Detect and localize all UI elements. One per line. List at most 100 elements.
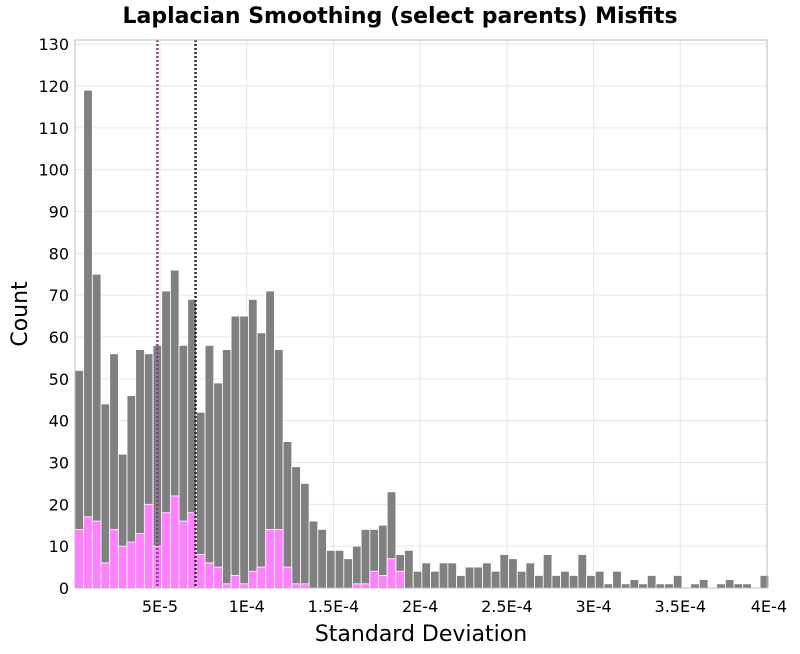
bar-gray — [534, 575, 544, 589]
y-axis-label: Count — [8, 281, 33, 347]
bar-gray — [308, 520, 319, 589]
x-tick-label: 3.5E-4 — [655, 597, 707, 616]
bar-pink — [248, 570, 258, 589]
plot-frame — [74, 39, 768, 589]
bar-pink — [230, 575, 241, 589]
bar-gray — [213, 382, 223, 589]
bar-gray — [421, 562, 431, 589]
x-tick-label: 2.5E-4 — [481, 597, 533, 616]
bar-pink — [109, 529, 119, 589]
bar-pink — [169, 495, 180, 589]
bar-pink — [265, 529, 275, 589]
bar-gray — [464, 566, 475, 589]
y-tick-label: 120 — [38, 77, 69, 96]
y-tick-label: 0 — [59, 579, 69, 598]
bar-gray — [629, 579, 640, 589]
bar-gray — [620, 583, 631, 589]
bar-gray — [586, 575, 596, 589]
y-tick-label: 10 — [49, 537, 69, 556]
bar-gray — [239, 315, 249, 589]
y-tick-label: 20 — [49, 495, 69, 514]
bar-gray — [551, 575, 562, 589]
y-axis-ticks: 0 10 20 30 40 50 60 70 80 90 100 110 120 130 — [38, 35, 69, 598]
bar-gray — [646, 575, 657, 589]
bar-pink — [282, 566, 293, 589]
bar-gray — [430, 570, 440, 589]
bar-pink — [291, 583, 301, 589]
bars-pink-series — [74, 495, 405, 589]
bar-gray — [698, 579, 709, 589]
x-tick-label: 5E-5 — [142, 597, 178, 616]
bar-pink — [161, 512, 171, 589]
bar-gray — [360, 529, 371, 589]
bar-gray — [230, 315, 241, 589]
y-tick-label: 110 — [38, 119, 69, 138]
bar-gray — [733, 583, 744, 589]
bar-pink — [178, 520, 189, 589]
bar-gray — [334, 549, 345, 589]
bar-gray — [516, 570, 527, 589]
bar-gray — [655, 583, 666, 589]
bar-gray — [568, 575, 579, 589]
y-tick-label: 90 — [49, 203, 69, 222]
bar-gray — [603, 583, 614, 589]
bar-gray — [248, 298, 258, 589]
bar-gray — [343, 558, 353, 589]
bar-pink — [395, 570, 405, 589]
x-tick-label: 4E-4 — [751, 597, 787, 616]
y-tick-label: 30 — [49, 454, 69, 473]
bar-gray — [291, 466, 301, 589]
bar-gray — [404, 549, 414, 589]
x-axis-label: Standard Deviation — [315, 622, 527, 647]
bar-pink — [83, 516, 93, 589]
y-tick-label: 80 — [49, 244, 69, 263]
bar-gray — [222, 349, 232, 589]
bar-gray — [525, 562, 535, 589]
bar-pink — [117, 545, 128, 589]
bar-gray — [672, 575, 683, 589]
bar-pink — [222, 583, 232, 589]
bar-gray — [456, 575, 466, 589]
bar-gray — [664, 583, 674, 589]
bar-gray — [100, 403, 111, 589]
bar-gray — [716, 583, 726, 589]
bar-pink — [135, 533, 145, 589]
bar-pink — [274, 529, 284, 589]
x-tick-label: 2E-4 — [402, 597, 438, 616]
y-tick-label: 130 — [38, 35, 69, 54]
x-tick-label: 1E-4 — [229, 597, 265, 616]
y-tick-label: 40 — [49, 412, 69, 431]
bar-gray — [447, 562, 457, 589]
bar-pink — [300, 583, 310, 589]
bar-pink — [100, 562, 111, 589]
bar-gray — [499, 554, 509, 589]
x-axis-ticks: 5E-5 1E-4 1.5E-4 2E-4 2.5E-4 3E-4 3.5E-4 4E-4 — [142, 597, 787, 616]
bar-gray — [638, 583, 648, 589]
bar-gray — [326, 549, 336, 589]
bar-gray — [256, 332, 267, 589]
bar-gray — [352, 545, 362, 589]
bar-pink — [352, 583, 362, 589]
bar-gray — [690, 583, 700, 589]
bar-gray — [542, 554, 553, 589]
bar-gray — [560, 570, 570, 589]
y-tick-label: 100 — [38, 161, 69, 180]
bar-pink — [386, 558, 397, 589]
bar-gray — [282, 441, 293, 589]
bar-gray — [508, 558, 518, 589]
bar-pink — [126, 541, 137, 589]
bar-gray — [724, 579, 735, 589]
y-tick-label: 60 — [49, 328, 69, 347]
bar-pink — [360, 583, 371, 589]
bar-gray — [482, 562, 492, 589]
bar-gray — [742, 583, 752, 589]
bar-gray — [317, 529, 327, 589]
bar-pink — [256, 566, 267, 589]
bar-gray — [438, 562, 449, 589]
bar-pink — [204, 562, 215, 589]
bar-pink — [213, 566, 223, 589]
y-tick-label: 50 — [49, 370, 69, 389]
bars-gray-series — [74, 89, 770, 589]
